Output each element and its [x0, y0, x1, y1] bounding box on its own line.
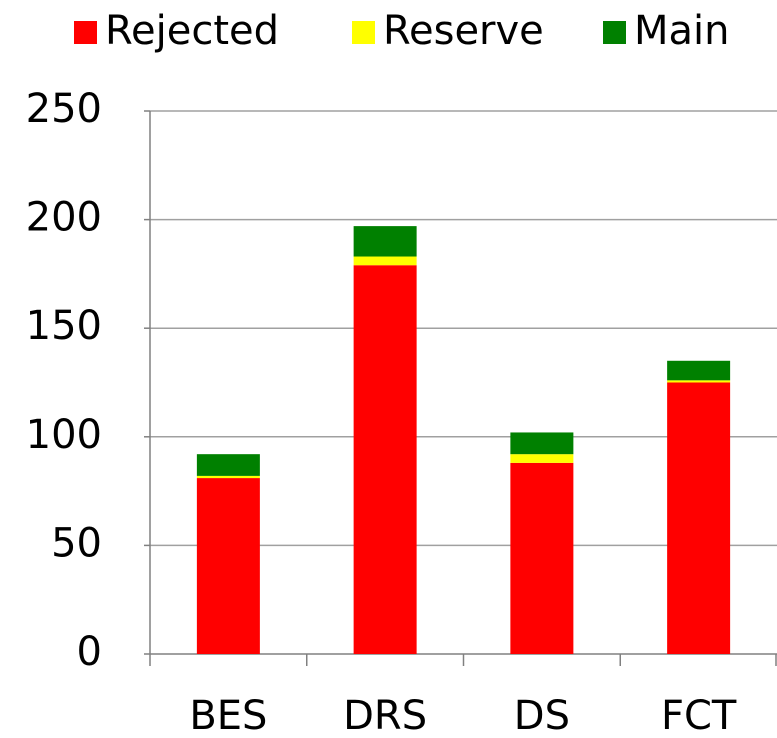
bar-segment [667, 360, 731, 381]
bar-segment [510, 462, 574, 654]
bar-segment [353, 256, 417, 266]
bar-segment [196, 475, 260, 479]
y-tick-label: 50 [51, 520, 102, 566]
legend-label: Main [634, 8, 730, 54]
y-tick-label: 200 [26, 195, 102, 241]
y-tick-label: 250 [26, 86, 102, 132]
legend-swatch [603, 21, 626, 44]
x-tick-label: DRS [343, 693, 427, 738]
legend-swatch [352, 21, 375, 44]
bar-segment [353, 226, 417, 257]
bar-segment [667, 382, 731, 654]
legend-label: Rejected [105, 8, 279, 54]
x-tick-label: FCT [661, 693, 737, 738]
bar-segment [667, 380, 731, 383]
x-tick-label: DS [514, 693, 570, 738]
y-tick-label: 0 [77, 629, 102, 675]
legend-label: Reserve [383, 8, 544, 54]
y-tick-label: 150 [26, 303, 102, 349]
x-tick-label: BES [189, 693, 267, 738]
bar-segment [510, 432, 574, 455]
y-tick-label: 100 [26, 412, 102, 458]
bar-segment [196, 454, 260, 476]
bar-segment [196, 478, 260, 654]
legend-swatch [74, 21, 97, 44]
bar-segment [353, 265, 417, 654]
bar-segment [510, 454, 574, 463]
